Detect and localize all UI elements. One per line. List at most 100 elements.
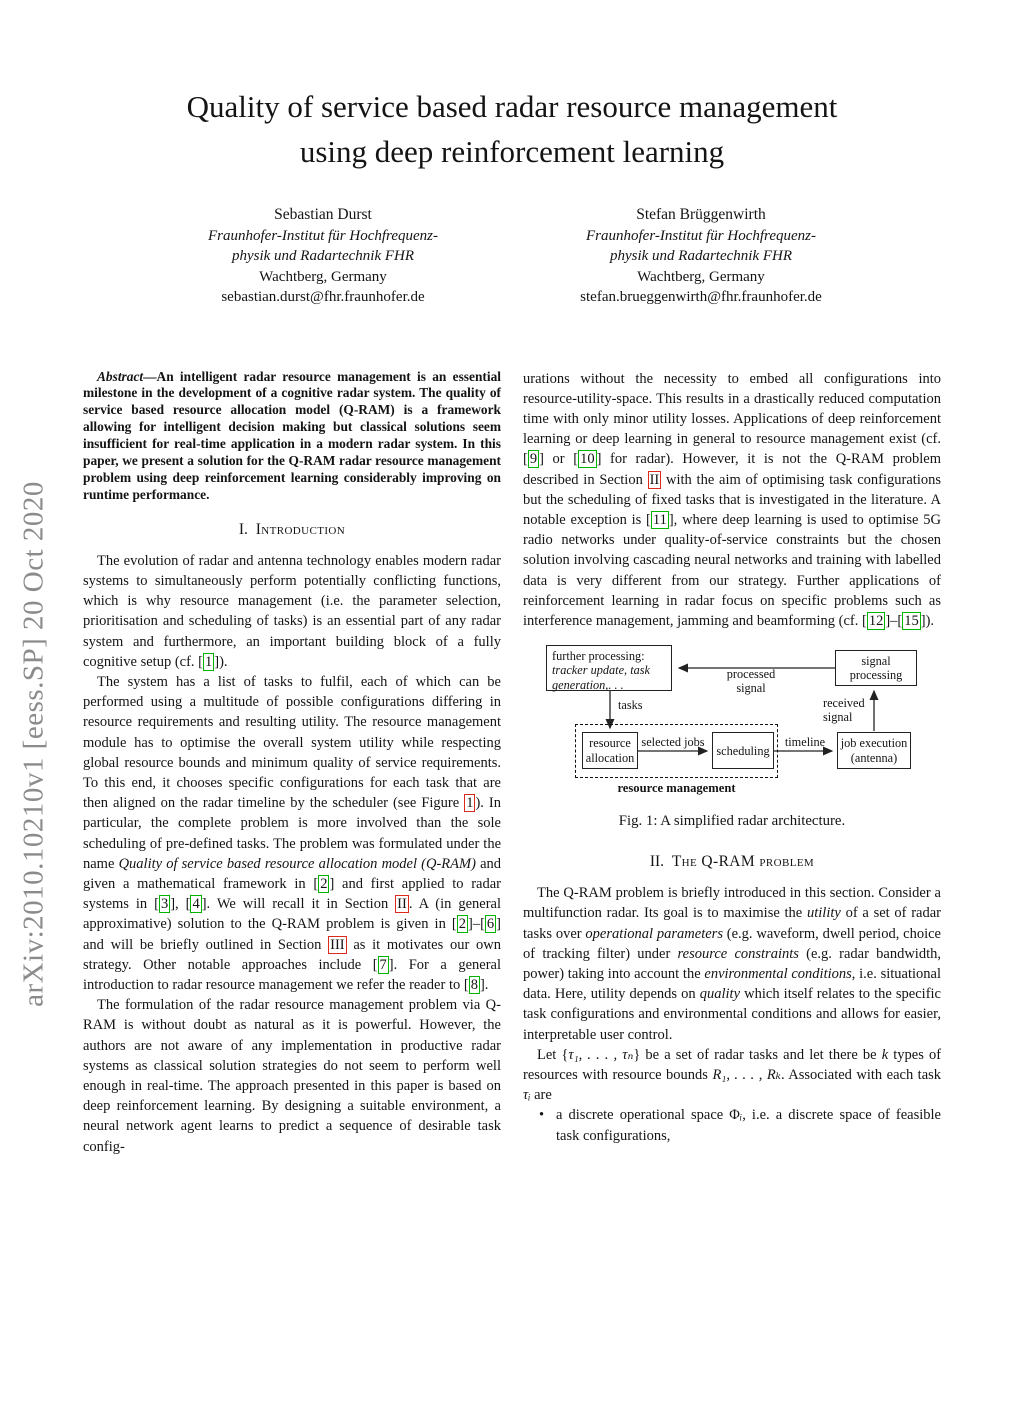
- right-column: urations without the necessity to embed …: [523, 369, 941, 1157]
- section-number: II.: [649, 853, 665, 871]
- abstract-body: —An intelligent radar resource managemen…: [83, 368, 501, 502]
- citation-link[interactable]: 15: [902, 611, 921, 630]
- citation-link[interactable]: 1: [203, 652, 215, 671]
- text-run: are: [530, 1087, 552, 1104]
- italic-text: quality: [699, 986, 741, 1003]
- italic-text: τᵢ: [523, 1087, 531, 1104]
- text-run: . A (in general approximative) solution …: [83, 896, 501, 933]
- text-run: . Associated with each task: [780, 1066, 942, 1083]
- paper-title: Quality of service based radar resource …: [90, 84, 934, 174]
- text-run: , i.e. situational data. Here, utility d…: [523, 965, 942, 1003]
- text-run: ]–[: [467, 916, 485, 933]
- text-run: } be a set of radar tasks and let there …: [633, 1046, 882, 1063]
- section-title: The Q-RAM problem: [671, 853, 815, 871]
- processed-signal-label: processed signal: [726, 667, 776, 696]
- paragraph: The formulation of the radar resource ma…: [83, 995, 501, 1157]
- citation-link[interactable]: 8: [468, 976, 480, 995]
- text-run: ] and first applied to radar systems in …: [83, 876, 502, 913]
- internal-ref-link[interactable]: II: [647, 470, 662, 489]
- figure-box-text: further processing: tracker update, task…: [547, 646, 671, 695]
- author-block-1: Sebastian Durst Fraunhofer-Institut für …: [134, 205, 512, 308]
- text-run: ], [: [170, 896, 191, 913]
- internal-ref-link[interactable]: 1: [464, 794, 476, 813]
- paragraph: The evolution of radar and antenna techn…: [83, 551, 501, 672]
- italic-text: k: [881, 1046, 889, 1063]
- two-column-body: Abstract—An intelligent radar resource m…: [83, 369, 941, 1157]
- text-run: ]. For a general introduction to radar r…: [83, 956, 501, 994]
- tasks-label: tasks: [618, 698, 643, 713]
- text-run: ] and will be briefly outlined in Sectio…: [83, 916, 501, 953]
- citation-link[interactable]: 11: [650, 510, 669, 529]
- figure-box-job-execution: job execution (antenna): [837, 732, 911, 770]
- citation-link[interactable]: 3: [158, 895, 171, 914]
- timeline-label: timeline: [784, 735, 826, 750]
- figure-1-caption: Fig. 1: A simplified radar architecture.: [618, 813, 846, 830]
- paragraph: urations without the necessity to embed …: [523, 369, 941, 632]
- internal-ref-link[interactable]: III: [328, 935, 347, 954]
- text-run: ], where deep learning is used to optimi…: [523, 511, 941, 629]
- author-blocks: Sebastian Durst Fraunhofer-Institut für …: [0, 205, 1024, 308]
- further-processing-title: further processing:: [552, 649, 645, 664]
- list-item: • a discrete operational space Φᵢ, i.e. …: [523, 1105, 941, 1145]
- text-run: (e.g. radar bandwidth, power) taking int…: [523, 945, 941, 982]
- job-execution-label: job execution (antenna): [841, 736, 908, 764]
- author-affiliation-line1: Fraunhofer-Institut für Hochfrequenz-: [586, 227, 816, 244]
- text-run: urations without the necessity to embed …: [523, 370, 941, 468]
- italic-text: resource constraints: [677, 945, 799, 962]
- job-execution-line2: (antenna): [850, 750, 898, 765]
- italic-text: Quality of service based resource alloca…: [118, 855, 476, 872]
- figure-box-resource-allocation: resource allocation: [582, 732, 638, 770]
- signal-processing-label: signal processing: [849, 653, 903, 683]
- list-item-text: a discrete operational space Φᵢ, i.e. a …: [556, 1107, 941, 1143]
- section-number: I.: [238, 520, 248, 538]
- abstract-lead: Abstract: [97, 368, 144, 384]
- citation-link[interactable]: 12: [866, 611, 886, 630]
- citation-link[interactable]: 6: [484, 915, 497, 934]
- text-run: with the aim of optimising task configur…: [523, 471, 941, 528]
- citation-link[interactable]: 7: [377, 955, 389, 974]
- text-run: ]. We will recall it in Section: [201, 896, 396, 913]
- job-execution-line1: job execution: [840, 736, 908, 751]
- text-run: ] for radar). However, it is not the Q-R…: [523, 451, 941, 488]
- citation-link[interactable]: 10: [578, 450, 597, 469]
- italic-text: operational parameters: [585, 925, 723, 942]
- author-affiliation-line1: Fraunhofer-Institut für Hochfrequenz-: [208, 227, 438, 244]
- selected-jobs-label: selected jobs: [641, 735, 705, 750]
- paragraph: The Q-RAM problem is briefly introduced …: [523, 883, 941, 1045]
- text-run: , i.e. a discrete space of feasible task…: [556, 1107, 941, 1144]
- author-city: Wachtberg, Germany: [637, 268, 765, 285]
- section-heading-introduction: I. Introduction: [83, 521, 501, 539]
- text-run: ] or [: [539, 451, 579, 468]
- paper-page: arXiv:2010.10210v1 [eess.SP] 20 Oct 2020…: [0, 84, 1024, 1409]
- text-run: The evolution of radar and antenna techn…: [83, 552, 501, 670]
- citation-link[interactable]: 2: [318, 875, 330, 893]
- scheduling-label: scheduling: [716, 743, 770, 758]
- italic-text: R₁, . . . , Rₖ: [712, 1066, 781, 1083]
- text-run: The system has a list of tasks to fulfil…: [83, 673, 501, 812]
- resource-management-label: resource management: [617, 781, 736, 796]
- internal-ref-link[interactable]: II: [395, 895, 409, 914]
- citation-link[interactable]: 2: [456, 915, 468, 934]
- bullet-icon: •: [539, 1107, 545, 1124]
- text-run: ]).: [214, 653, 228, 670]
- text-run: ]–[: [885, 612, 903, 629]
- resource-allocation-label: resource allocation: [585, 736, 635, 765]
- left-column: Abstract—An intelligent radar resource m…: [83, 369, 501, 1157]
- title-line-1: Quality of service based radar resource …: [186, 89, 838, 124]
- title-line-2: using deep reinforcement learning: [299, 134, 725, 169]
- text-run: The formulation of the radar resource ma…: [83, 997, 501, 1155]
- section-heading-qram: II. The Q-RAM problem: [523, 853, 941, 871]
- author-email: sebastian.durst@fhr.fraunhofer.de: [221, 289, 425, 305]
- arxiv-watermark: arXiv:2010.10210v1 [eess.SP] 20 Oct 2020: [17, 481, 50, 1007]
- italic-text: ᵢ: [739, 1107, 743, 1124]
- text-run: types of resources with resource bounds: [523, 1046, 942, 1083]
- author-email: stefan.brueggenwirth@fhr.fraunhofer.de: [580, 289, 822, 305]
- author-affiliation-line2: physik und Radartechnik FHR: [231, 248, 415, 264]
- paragraph: Let {τ₁, . . . , τₙ} be a set of radar t…: [523, 1045, 941, 1106]
- author-name: Stefan Brüggenwirth: [636, 206, 766, 223]
- text-run: which itself relates to the specific tas…: [523, 986, 941, 1043]
- italic-text: utility: [806, 905, 841, 922]
- citation-link[interactable]: 9: [527, 450, 540, 469]
- citation-link[interactable]: 4: [190, 895, 202, 914]
- text-run: as it motivates our own strategy. Other …: [83, 936, 501, 973]
